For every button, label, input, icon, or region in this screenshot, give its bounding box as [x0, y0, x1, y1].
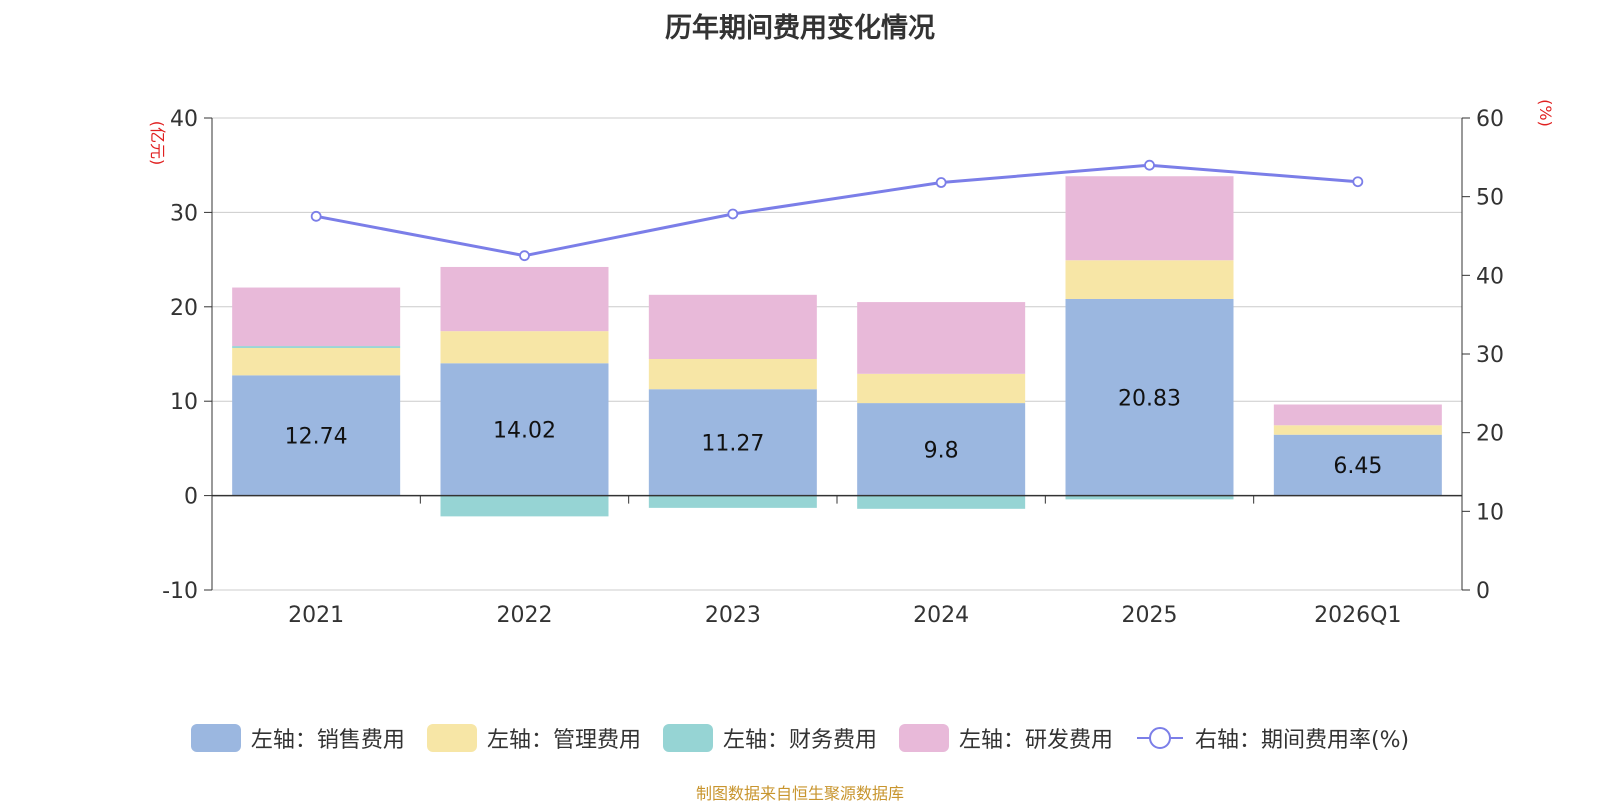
line-point — [1352, 176, 1364, 188]
bar-segment — [857, 302, 1026, 374]
legend-line-swatch — [1136, 727, 1183, 749]
y-left-axis-title: (亿元) — [148, 121, 167, 166]
bar-segment — [440, 495, 609, 517]
bar-segment — [648, 389, 817, 496]
data-label: 11.27 — [701, 431, 764, 456]
bar-segment — [648, 359, 817, 390]
bar-segment — [1065, 260, 1234, 299]
y-right-tick-label: 10 — [1476, 500, 1504, 525]
legend-swatch — [662, 724, 713, 752]
legend-label: 右轴：期间费用率(%) — [1194, 728, 1410, 753]
legend-item[interactable]: 左轴：财务费用 — [662, 722, 877, 754]
y-right-tick-label: 60 — [1476, 107, 1504, 132]
y-left-tick-label: -10 — [162, 579, 198, 604]
legend-item[interactable]: 左轴：研发费用 — [898, 722, 1113, 754]
y-left-tick-label: 10 — [170, 390, 198, 415]
bar-segment — [1065, 298, 1234, 496]
line-point — [727, 208, 739, 220]
x-tick-label: 2024 — [913, 603, 969, 628]
data-label: 6.45 — [1333, 454, 1382, 479]
legend-label: 左轴：财务费用 — [722, 728, 877, 753]
data-label: 14.02 — [493, 418, 556, 443]
line-point — [935, 177, 947, 188]
y-left-tick-label: 20 — [170, 296, 198, 321]
line-point — [519, 250, 530, 262]
legend-label: 左轴：销售费用 — [250, 728, 405, 753]
bar-segment — [1065, 495, 1234, 500]
legend-swatch — [426, 724, 477, 752]
legend-line-marker — [1148, 727, 1171, 749]
data-label: 9.8 — [924, 438, 959, 463]
legend-swatch — [898, 724, 949, 752]
y-right-axis-title: (%) — [1536, 99, 1555, 127]
bar-segment — [857, 373, 1026, 404]
data-label: 12.74 — [285, 424, 348, 449]
legend-label: 左轴：研发费用 — [958, 728, 1113, 753]
y-right-tick-label: 50 — [1476, 186, 1504, 211]
bar-segment — [857, 495, 1026, 509]
bar-segment — [440, 363, 609, 496]
line-point — [1144, 159, 1155, 171]
y-right-tick-label: 40 — [1476, 264, 1504, 289]
chart-title: 历年期间费用变化情况 — [665, 13, 935, 44]
bar-segment — [232, 347, 401, 376]
x-tick-label: 2026Q1 — [1314, 603, 1401, 628]
source-note: 制图数据来自恒生聚源数据库 — [695, 784, 904, 803]
y-right-tick-label: 20 — [1476, 422, 1504, 447]
bar-segment — [1065, 176, 1234, 261]
legend-item[interactable]: 左轴：销售费用 — [190, 722, 405, 754]
x-tick-label: 2023 — [705, 603, 761, 628]
legend-item[interactable]: 左轴：管理费用 — [426, 722, 641, 754]
line-point — [310, 210, 322, 222]
bar-segment — [857, 403, 1026, 496]
line-series — [315, 163, 1358, 258]
legend-item[interactable]: 右轴：期间费用率(%) — [1135, 722, 1409, 754]
y-right-tick-label: 30 — [1476, 343, 1504, 368]
bar-segment — [1273, 404, 1442, 426]
legend-swatch — [190, 724, 241, 752]
legend: 左轴：销售费用 左轴：管理费用 左轴：财务费用 左轴：研发费用 右轴：期间费用率(%) — [0, 722, 1600, 754]
x-tick-label: 2021 — [288, 603, 344, 628]
data-label: 20.83 — [1118, 386, 1181, 411]
bar-segment — [648, 294, 817, 360]
legend-label: 左轴：管理费用 — [486, 728, 641, 753]
y-left-tick-label: 40 — [170, 107, 198, 132]
bar-segment — [232, 287, 401, 347]
x-tick-label: 2025 — [1122, 603, 1178, 628]
y-left-tick-label: 0 — [184, 485, 198, 510]
bar-segment — [1273, 434, 1442, 496]
x-tick-label: 2022 — [497, 603, 553, 628]
y-left-tick-label: 30 — [170, 201, 198, 226]
bar-segment — [440, 331, 609, 364]
bar-segment — [648, 495, 817, 508]
bar-segment — [232, 375, 401, 496]
bar-segment — [1273, 425, 1442, 435]
chart-svg: -10 0 10 20 30 40 0 10 20 30 40 50 60 (亿元) (%) 2021 2022… — [148, 99, 1555, 628]
y-right-tick-label: 0 — [1476, 579, 1490, 604]
bar-segment — [440, 266, 609, 332]
bar-segment — [232, 346, 401, 348]
